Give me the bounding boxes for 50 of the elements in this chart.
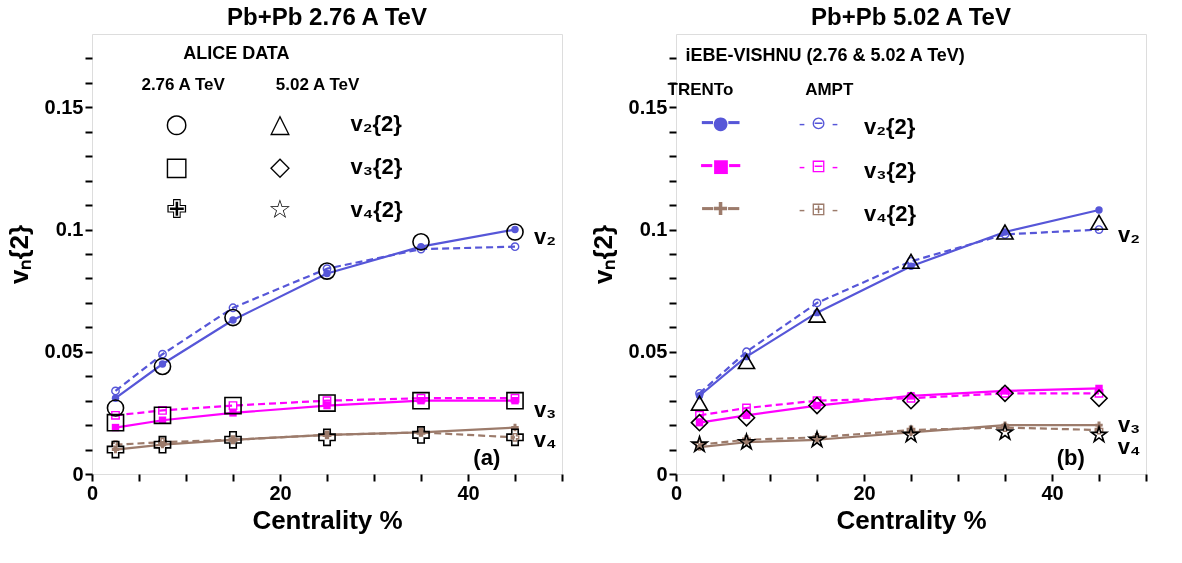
annotation: ━■━: [700, 155, 742, 177]
annotation: TRENTo: [667, 80, 734, 100]
y-axis-title: vₙ{2}: [3, 224, 34, 285]
annotation: □: [164, 151, 189, 182]
y-tick-label: 0.15: [44, 95, 84, 118]
annotation: v₂{2}: [350, 111, 403, 137]
annotation: v₂: [534, 223, 557, 249]
x-tick-label: 40: [1041, 481, 1064, 504]
annotation: v₄: [533, 426, 557, 452]
y-tick-label: 0.15: [628, 95, 668, 118]
annotation: ◇: [270, 151, 290, 182]
annotation: - ⊖ -: [798, 112, 839, 134]
annotation: v₃{2}: [864, 157, 917, 183]
annotation: v₄{2}: [864, 200, 917, 226]
annotation: ✙: [165, 194, 188, 224]
annotation: ━●━: [700, 112, 741, 134]
x-axis-title: Centrality %: [252, 504, 403, 535]
chart-title: Pb+Pb 5.02 A TeV: [811, 3, 1011, 30]
y-tick-label: 0.05: [44, 340, 84, 363]
x-tick-label: 20: [853, 481, 876, 504]
annotation: (b): [1056, 445, 1085, 471]
annotation: AMPT: [805, 80, 854, 100]
x-tick-label: 0: [670, 481, 683, 504]
annotation: v₄{2}: [350, 197, 404, 222]
y-tick-label: 0.1: [55, 218, 84, 241]
annotation: v₂{2}: [864, 113, 916, 139]
annotation: ○: [165, 108, 188, 139]
y-tick-label: 0.05: [628, 340, 668, 363]
annotation: 2.76 A TeV: [141, 75, 226, 95]
annotation: ALICE DATA: [183, 42, 290, 63]
y-tick-label: 0: [72, 462, 84, 485]
annotation: ☆: [268, 194, 292, 224]
annotation: (a): [473, 445, 501, 471]
y-tick-label: 0.1: [639, 218, 668, 241]
annotation: - ⊟ -: [798, 155, 839, 177]
x-axis-title: Centrality %: [836, 504, 987, 535]
annotation: iEBE-VISHNU (2.76 & 5.02 A TeV): [685, 45, 965, 65]
x-tick-label: 20: [269, 481, 292, 504]
annotation: v₃{2}: [350, 154, 403, 180]
chart-title: Pb+Pb 2.76 A TeV: [227, 3, 427, 30]
x-tick-label: 40: [457, 481, 480, 504]
annotation: v₂: [1118, 222, 1141, 248]
annotation: △: [270, 108, 290, 139]
annotation: v₃: [533, 397, 557, 423]
annotation: ━✚━: [701, 198, 741, 219]
annotation: - ⊞ -: [798, 198, 839, 219]
y-axis-title: vₙ{2}: [587, 224, 618, 285]
y-tick-label: 0: [656, 462, 668, 485]
x-tick-label: 0: [86, 481, 99, 504]
annotation: 5.02 A TeV: [275, 75, 360, 95]
